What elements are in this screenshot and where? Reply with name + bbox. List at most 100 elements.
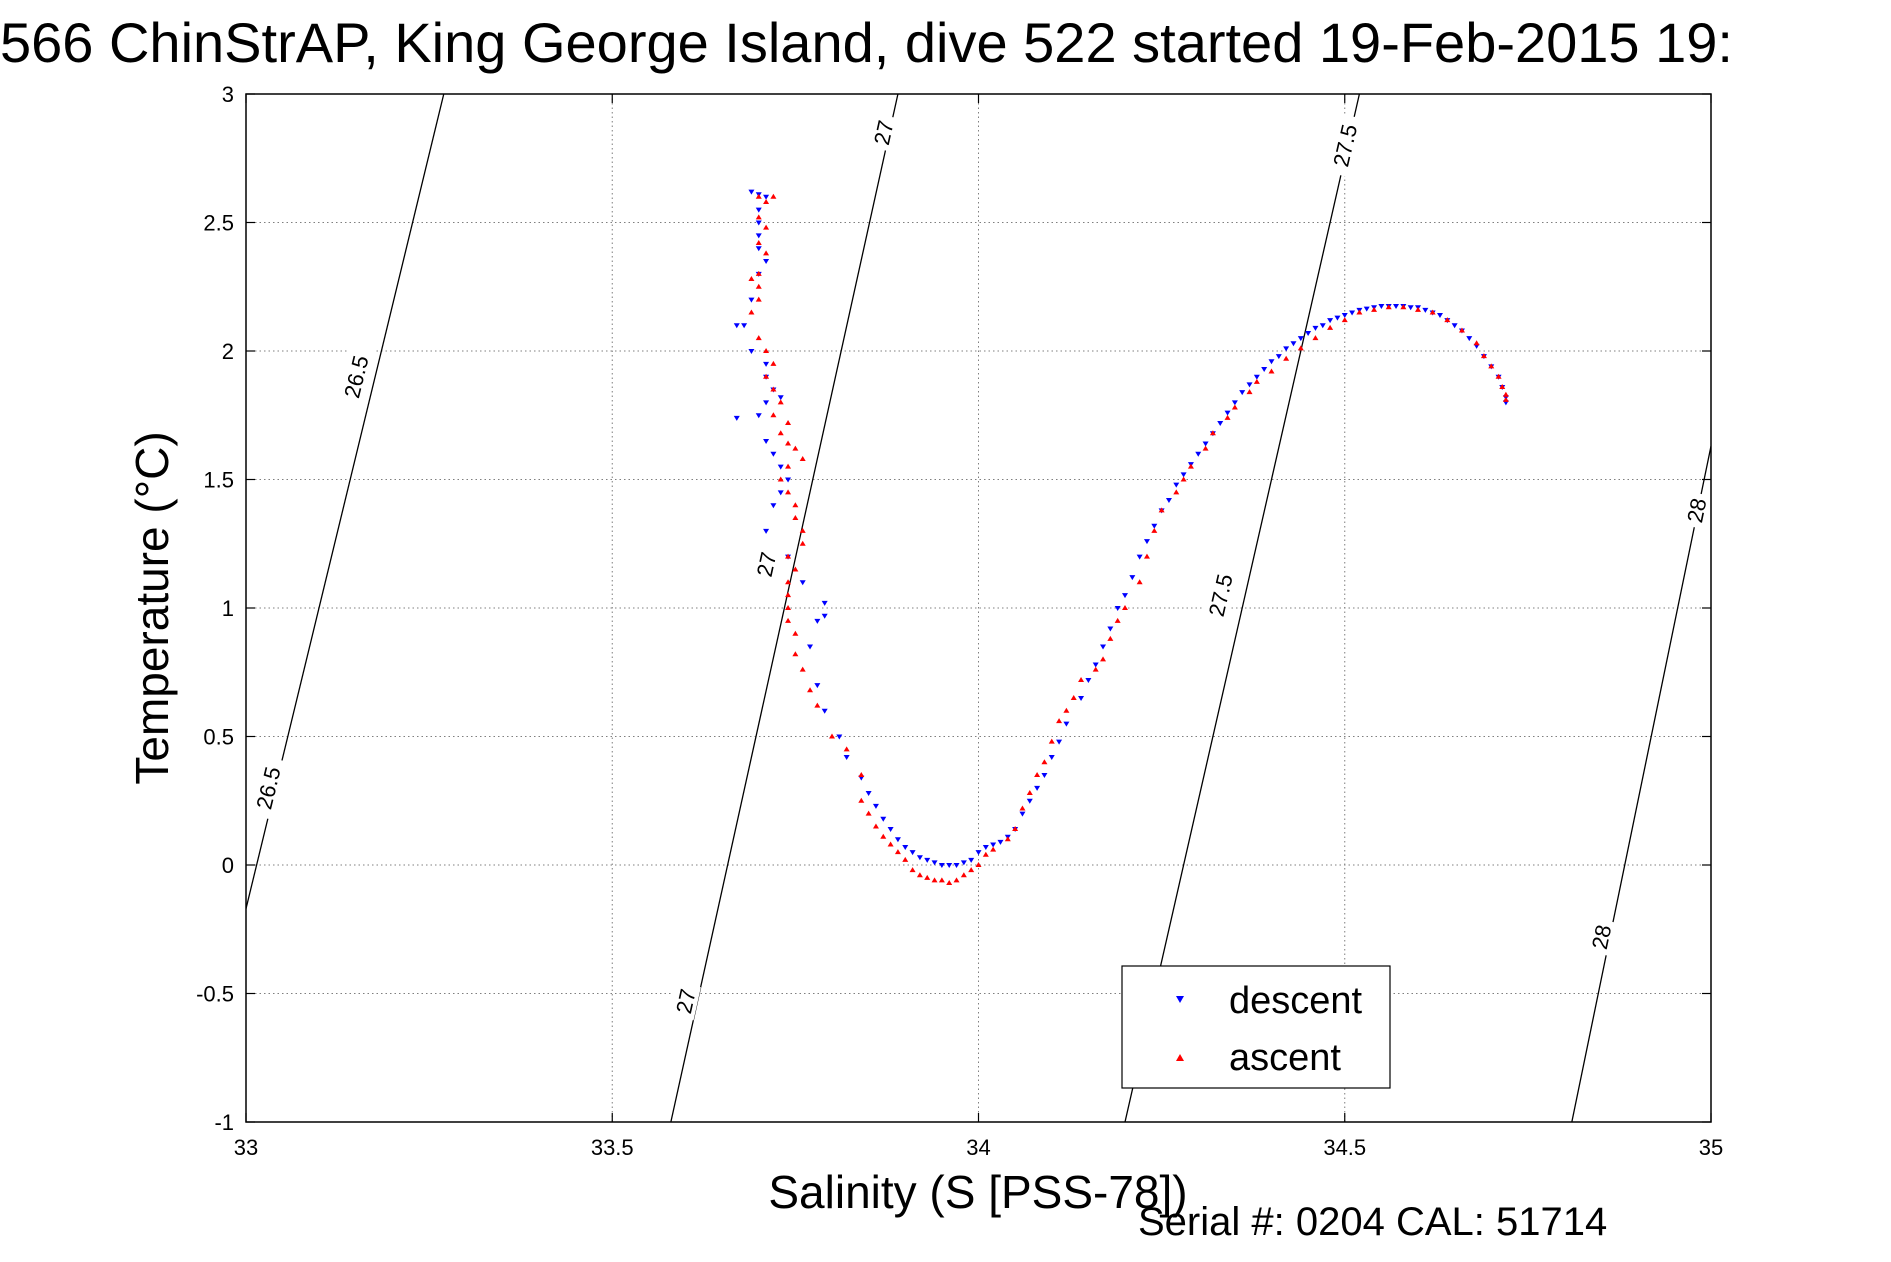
chart-title: 566 ChinStrAP, King George Island, dive … [0,11,1733,74]
descent-point [1363,306,1370,312]
ascent-point [1297,345,1304,351]
descent-point [748,189,755,195]
isopycnal-label-bg [1583,917,1617,957]
descent-point [755,207,762,213]
y-tick-label: -1 [214,1110,234,1135]
ascent-point [755,335,762,341]
axis-ticks: 33 33.5 34 34.5 35 -1 -0.5 0 0.5 1 1.5 2 2.5 3 [196,82,1723,1160]
descent-point [1231,400,1238,406]
descent-point [733,323,740,329]
descent-point [1195,451,1202,457]
ascent-point [1151,527,1158,533]
ascent-point [1180,476,1187,482]
x-tick-label: 34 [966,1135,990,1160]
descent-point [982,845,989,851]
ascent-point [755,193,762,199]
descent-point [902,845,909,851]
descent-point [1239,390,1246,396]
ascent-point [1246,389,1253,395]
ascent-point [858,797,865,803]
descent-point [931,860,938,866]
ascent-point [1312,335,1319,341]
ascent-point [1187,463,1194,469]
descent-point [1253,374,1260,380]
ascent-point [1019,805,1026,811]
descent-point [1378,304,1385,310]
descent-point [785,477,792,483]
descent-point [755,246,762,252]
descent-point [1100,644,1107,650]
ascent-point [1078,676,1085,682]
ascent-point [909,867,916,873]
y-tick-label: 2.5 [203,211,234,236]
ascent-point [1034,772,1041,778]
ascent-point [770,360,777,366]
descent-point [1436,313,1443,319]
isopycnal-label-bg [668,981,701,1021]
descent-point [1180,472,1187,478]
isopycnal-label: 28 [1682,496,1711,525]
ascent-point [799,527,806,533]
descent-point [763,361,770,367]
ascent-point [865,810,872,816]
ascent-point [1224,414,1231,420]
descent-point [1122,593,1128,599]
ascent-point [748,276,755,282]
ascent-point [785,440,792,446]
descent-point [953,863,960,868]
descent-point [880,816,887,822]
isopycnal-27.5 [1124,94,1361,1122]
ascent-point [799,455,806,461]
ascent-point [1499,383,1506,389]
descent-point [755,413,762,419]
ascent-point [1231,404,1238,410]
isopycnal-label: 27 [869,118,899,147]
descent-point [946,863,953,868]
descent-point [741,323,748,329]
descent-point [1026,798,1033,804]
descent-point [1275,354,1282,360]
y-tick-label: 0.5 [203,725,234,750]
ascent-point [880,833,887,839]
descent-point [1327,318,1334,324]
ascent-point [968,867,975,873]
ascent-point [777,430,784,436]
descent-point [748,349,755,354]
isopycnal-label-bg [1679,490,1712,530]
descent-point [1451,323,1458,329]
x-tick-label: 33 [234,1135,258,1160]
descent-point [1129,575,1136,581]
descent-point [755,233,762,239]
ascent-point [894,849,901,855]
isopycnal-label-bg [865,112,899,152]
descent-point [821,708,828,714]
descent-point [1305,331,1312,337]
descent-point [1349,310,1356,316]
descent-point [1283,346,1290,352]
legend-box [1121,965,1391,1089]
descent-point [1165,498,1172,504]
ascent-point [792,651,799,657]
ascent-point [1056,718,1063,724]
descent-point [763,194,770,200]
descent-point [997,839,1004,845]
x-axis-label: Salinity (S [PSS-78]) [768,1166,1187,1218]
ascent-point [770,412,777,418]
legend-descent-label: descent [1229,980,1363,1022]
ascent-point [931,877,938,883]
isopycnal-label-bg [247,755,287,820]
ascent-point [1341,317,1348,323]
isopycnal-28 [1571,445,1711,1122]
descent-point [1085,677,1092,683]
ascent-point [1356,309,1363,315]
ascent-point [770,193,777,199]
isopycnal-label: 27 [752,550,782,579]
ascent-point [1026,790,1033,796]
descent-point [777,464,784,470]
ascent-point [785,419,792,425]
descent-point [968,857,975,863]
ascent-point [1202,445,1209,451]
ascent-point [1415,306,1421,312]
ascent-point [763,224,770,230]
descent-point [975,850,982,856]
